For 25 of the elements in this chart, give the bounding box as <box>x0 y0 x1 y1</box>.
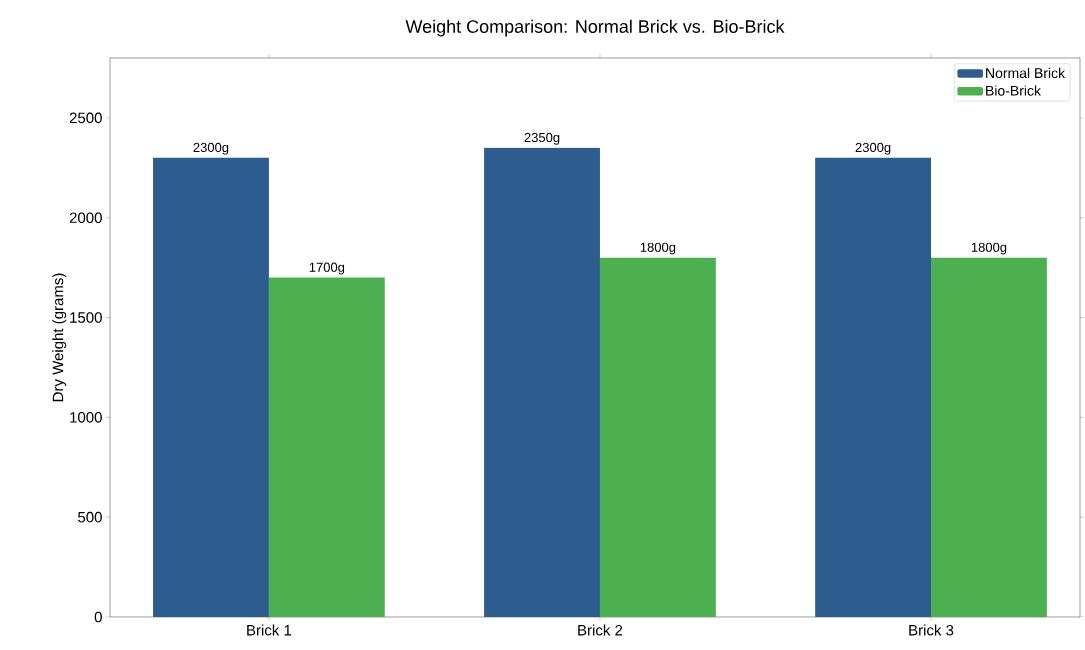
bar <box>931 257 1047 617</box>
legend-label: Bio-Brick <box>986 85 1042 96</box>
data-label: 2300g <box>193 142 229 155</box>
y-tick-label: 1000 <box>70 412 102 423</box>
x-tick-label: Brick 3 <box>909 624 954 636</box>
x-tick-label: Brick 2 <box>578 624 623 636</box>
y-tick-label: 2500 <box>69 112 102 124</box>
bar <box>268 277 385 617</box>
data-label: 2350g <box>524 132 560 145</box>
bar <box>484 147 600 617</box>
y-tick-label: 0 <box>94 611 102 623</box>
y-tick-label: 2000 <box>69 212 102 224</box>
y-axis-title: Dry Weight (grams) <box>52 273 67 402</box>
x-tick-label: Brick 1 <box>247 624 292 636</box>
bar <box>599 257 716 617</box>
chart-title: Weight Comparison: Normal Brick vs. Bio-Brick <box>405 19 785 37</box>
data-label: 2300g <box>855 142 891 155</box>
bar <box>815 157 932 617</box>
data-label: 1800g <box>640 242 676 255</box>
data-label: 1800g <box>971 242 1007 255</box>
y-tick-label: 500 <box>78 511 102 523</box>
legend-label: Normal Brick <box>986 67 1066 79</box>
bar <box>153 157 269 617</box>
data-label: 1700g <box>309 262 345 275</box>
y-tick-label: 1500 <box>70 312 102 323</box>
